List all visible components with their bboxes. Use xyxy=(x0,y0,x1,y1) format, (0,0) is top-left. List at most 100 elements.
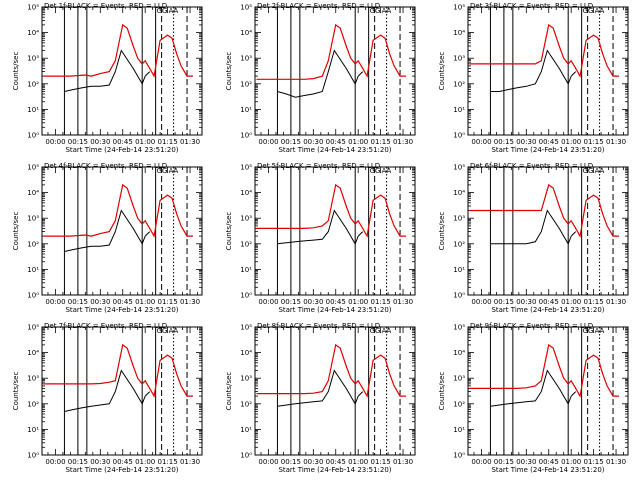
y-tick-label: 10⁵ xyxy=(240,324,252,332)
y-tick-label: 10⁴ xyxy=(453,29,465,37)
y-tick-label: 10⁴ xyxy=(453,189,465,197)
x-tick-label: 00:00 xyxy=(471,298,491,306)
y-tick-label: 10³ xyxy=(453,55,465,63)
x-tick-label: 00:30 xyxy=(516,138,536,146)
y-axis-label: Counts/sec xyxy=(12,212,20,251)
marker-label: AA xyxy=(382,167,392,175)
x-axis-label: Start Time (24-Feb-14 23:51:20) xyxy=(491,466,604,474)
events-series-line xyxy=(277,369,364,407)
marker-label: GG xyxy=(157,7,168,15)
x-tick-label: 00:00 xyxy=(45,458,65,466)
x-tick-label: 01:30 xyxy=(606,138,626,146)
x-tick-label: 00:45 xyxy=(326,298,346,306)
x-tick-label: 00:15 xyxy=(281,138,301,146)
panel-4f: GG AA 10⁰ 10¹ 10² 10³ 10⁴ 10⁵ 00:00 00:15 00:30 00:… xyxy=(12,162,203,314)
x-tick-label: 01:30 xyxy=(606,298,626,306)
lld-series-line xyxy=(43,23,193,78)
x-axis-label: Start Time (24-Feb-14 23:51:20) xyxy=(278,306,391,314)
y-tick-label: 10² xyxy=(453,240,465,248)
y-tick-label: 10⁵ xyxy=(240,4,252,12)
x-tick-label: 01:15 xyxy=(158,298,178,306)
y-axis-label: Counts/sec xyxy=(225,52,233,91)
x-tick-label: 00:00 xyxy=(45,138,65,146)
y-tick-label: 10⁵ xyxy=(453,324,465,332)
y-tick-label: 10² xyxy=(240,240,252,248)
panel-title: Det 7f-BLACK = Events, RED = LLD xyxy=(44,322,167,330)
plot-frame xyxy=(254,6,416,136)
x-axis-label: Start Time (24-Feb-14 23:51:20) xyxy=(278,146,391,154)
y-tick-label: 10⁰ xyxy=(27,292,39,300)
x-axis-label: Start Time (24-Feb-14 23:51:20) xyxy=(65,306,178,314)
y-tick-label: 10³ xyxy=(27,215,39,223)
plot-frame xyxy=(41,6,203,136)
x-tick-label: 01:30 xyxy=(180,458,200,466)
x-tick-label: 00:00 xyxy=(258,138,278,146)
y-tick-label: 10³ xyxy=(453,215,465,223)
x-tick-label: 01:00 xyxy=(561,458,581,466)
y-axis-label: Counts/sec xyxy=(438,52,446,91)
y-tick-label: 10² xyxy=(240,400,252,408)
y-tick-label: 10³ xyxy=(240,375,252,383)
lld-series-line xyxy=(256,183,406,238)
marker-label: GG xyxy=(370,7,381,15)
panel-title: Det 6f-BLACK = Events, RED = LLD xyxy=(470,162,593,170)
x-axis-label: Start Time (24-Feb-14 23:51:20) xyxy=(491,146,604,154)
x-tick-label: 01:15 xyxy=(371,458,391,466)
x-tick-label: 00:15 xyxy=(494,298,514,306)
x-tick-label: 00:30 xyxy=(90,138,110,146)
lld-series-line xyxy=(256,343,406,398)
y-tick-label: 10⁰ xyxy=(27,132,39,140)
marker-label: AA xyxy=(595,327,605,335)
x-tick-label: 01:00 xyxy=(135,298,155,306)
y-tick-label: 10¹ xyxy=(240,426,252,434)
x-tick-label: 00:30 xyxy=(303,298,323,306)
marker-label: AA xyxy=(595,167,605,175)
marker-label: GG xyxy=(370,167,381,175)
x-tick-label: 01:15 xyxy=(584,138,604,146)
x-tick-label: 00:45 xyxy=(326,138,346,146)
x-tick-label: 00:30 xyxy=(90,458,110,466)
y-tick-label: 10¹ xyxy=(453,426,465,434)
panel-title: Det 2f-BLACK = Events, RED = LLD xyxy=(257,2,380,10)
marker-label: GG xyxy=(583,327,594,335)
y-tick-label: 10⁴ xyxy=(27,189,39,197)
y-tick-label: 10⁴ xyxy=(27,349,39,357)
x-tick-label: 00:30 xyxy=(90,298,110,306)
x-tick-label: 00:30 xyxy=(516,298,536,306)
y-tick-label: 10⁵ xyxy=(27,164,39,172)
y-tick-label: 10⁰ xyxy=(453,452,465,460)
y-tick-label: 10⁰ xyxy=(27,452,39,460)
y-tick-label: 10² xyxy=(27,240,39,248)
plot-frame xyxy=(41,326,203,456)
y-tick-label: 10⁵ xyxy=(453,4,465,12)
y-tick-label: 10⁴ xyxy=(27,29,39,37)
lld-series-line xyxy=(43,183,193,238)
marker-label: GG xyxy=(583,167,594,175)
panel-title: Det 4f-BLACK = Events, RED = LLD xyxy=(44,162,167,170)
events-series-line xyxy=(64,369,151,412)
x-tick-label: 00:00 xyxy=(258,298,278,306)
lld-series-line xyxy=(469,23,619,78)
marker-label: AA xyxy=(169,167,179,175)
y-axis-label: Counts/sec xyxy=(438,372,446,411)
events-series-line xyxy=(490,49,577,92)
y-tick-label: 10² xyxy=(240,80,252,88)
panel-title: Det 5f-BLACK = Events, RED = LLD xyxy=(257,162,380,170)
panel-6f: GG AA 10⁰ 10¹ 10² 10³ 10⁴ 10⁵ 00:00 00:15 00:30 00:… xyxy=(438,162,629,314)
x-tick-label: 00:45 xyxy=(113,298,133,306)
x-tick-label: 01:00 xyxy=(561,138,581,146)
marker-label: AA xyxy=(382,327,392,335)
marker-label: GG xyxy=(583,7,594,15)
x-tick-label: 01:30 xyxy=(606,458,626,466)
y-tick-label: 10⁰ xyxy=(240,292,252,300)
x-tick-label: 01:30 xyxy=(180,138,200,146)
y-tick-label: 10¹ xyxy=(453,106,465,114)
events-series-line xyxy=(64,49,151,92)
y-tick-label: 10⁴ xyxy=(453,349,465,357)
y-axis-label: Counts/sec xyxy=(12,52,20,91)
lld-series-line xyxy=(43,343,193,398)
x-tick-label: 01:30 xyxy=(393,138,413,146)
marker-label: AA xyxy=(169,7,179,15)
x-tick-label: 00:15 xyxy=(68,138,88,146)
x-tick-label: 01:15 xyxy=(584,298,604,306)
